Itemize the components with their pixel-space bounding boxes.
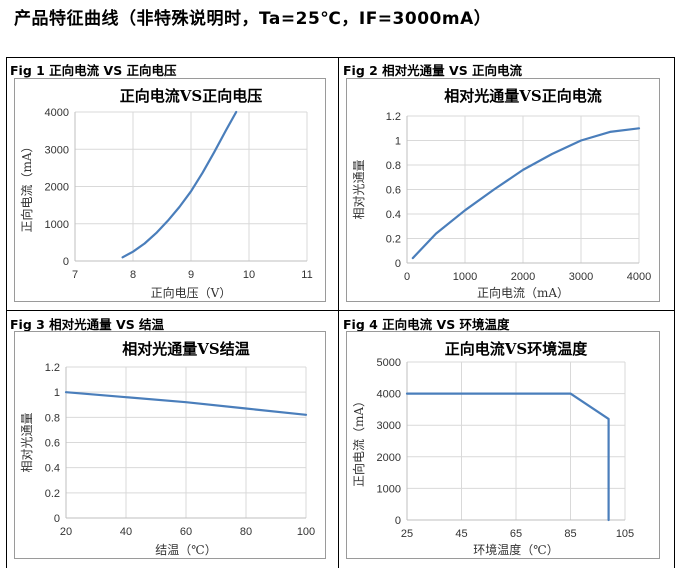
y-tick-label: 2000 — [45, 182, 69, 194]
fig4-label: Fig 4 正向电流 VS 环境温度 — [343, 317, 510, 332]
x-axis-label: 结温（℃） — [155, 543, 216, 557]
x-axis-label: 正向电流（mA） — [477, 285, 569, 300]
x-tick-label: 10 — [243, 269, 255, 281]
x-tick-label: 65 — [510, 528, 522, 540]
figure-table — [6, 57, 675, 568]
y-tick-label: 0.2 — [45, 488, 60, 500]
y-tick-label: 0.2 — [386, 234, 401, 246]
chart-title: 正向电流VS环境温度 — [445, 340, 588, 358]
x-tick-label: 11 — [301, 269, 312, 281]
y-tick-label: 0.8 — [45, 412, 60, 424]
fig3-label: Fig 3 相对光通量 VS 结温 — [10, 317, 165, 332]
chart-fig3: 相对光通量VS结温 0 0.2 0.4 0.6 0.8 1 1.2 20 40 60 80 100 结温（… — [14, 331, 326, 559]
y-tick-label: 0.6 — [45, 438, 60, 450]
x-tick-label: 40 — [120, 526, 132, 538]
table-left-border — [6, 57, 7, 568]
y-tick-label: 1 — [395, 136, 401, 148]
table-center-border — [338, 57, 339, 568]
x-tick-label: 9 — [188, 269, 194, 281]
chart-fig3-svg: 相对光通量VS结温 0 0.2 0.4 0.6 0.8 1 1.2 20 40 60 80 100 结温（… — [20, 340, 315, 557]
y-tick-label: 1.2 — [45, 362, 60, 374]
x-axis-label: 正向电压（V） — [151, 285, 232, 300]
x-tick-label: 4000 — [627, 271, 651, 283]
chart-fig4: 正向电流VS环境温度 0 1000 2000 3000 4000 5000 25 45 65 85 1… — [346, 331, 660, 559]
chart-title: 相对光通量VS结温 — [122, 340, 249, 358]
y-tick-label: 1 — [54, 387, 60, 399]
x-axis-label: 环境温度（℃） — [473, 542, 558, 557]
x-tick-label: 45 — [455, 528, 467, 540]
y-tick-label: 3000 — [377, 420, 401, 432]
table-top-border — [6, 57, 675, 58]
x-tick-label: 7 — [72, 269, 78, 281]
y-tick-label: 3000 — [45, 144, 69, 156]
chart-fig2-svg: 相对光通量VS正向电流 0 0.2 0.4 0.6 0.8 1 1.2 0 1000 2000 300… — [352, 87, 651, 300]
chart-fig1: 正向电流VS正向电压 0 1000 2000 3000 4000 7 8 9 10 11 正向电压（V… — [14, 78, 326, 302]
y-tick-label: 0.8 — [386, 160, 401, 172]
x-tick-label: 25 — [401, 528, 413, 540]
chart-fig4-svg: 正向电流VS环境温度 0 1000 2000 3000 4000 5000 25 45 65 85 1… — [351, 340, 634, 557]
y-tick-label: 0.4 — [386, 209, 401, 221]
y-tick-label: 0.4 — [45, 463, 60, 475]
chart-title: 正向电流VS正向电压 — [120, 87, 262, 105]
x-tick-label: 100 — [297, 526, 315, 538]
y-axis-label: 正向电流（mA） — [351, 395, 366, 487]
x-tick-label: 0 — [404, 271, 410, 283]
y-tick-label: 0 — [54, 513, 60, 525]
x-tick-label: 2000 — [511, 271, 535, 283]
x-tick-label: 105 — [616, 528, 634, 540]
y-tick-label: 0 — [63, 256, 69, 268]
fig1-label: Fig 1 正向电流 VS 正向电压 — [10, 63, 177, 78]
table-mid-border — [6, 310, 675, 311]
x-tick-label: 60 — [180, 526, 192, 538]
y-tick-label: 1000 — [377, 483, 401, 495]
y-axis-label: 相对光通量 — [20, 412, 34, 472]
y-tick-label: 2000 — [377, 452, 401, 464]
y-tick-label: 1.2 — [386, 111, 401, 123]
chart-fig1-svg: 正向电流VS正向电压 0 1000 2000 3000 4000 7 8 9 10 11 正向电压（V… — [19, 87, 313, 300]
y-axis-label: 正向电流（mA） — [19, 140, 34, 232]
y-tick-label: 0.6 — [386, 185, 401, 197]
series-line-0 — [405, 392, 610, 522]
y-axis-label: 相对光通量 — [352, 159, 366, 219]
x-tick-label: 85 — [564, 528, 576, 540]
x-tick-label: 1000 — [453, 271, 477, 283]
fig2-label: Fig 2 相对光通量 VS 正向电流 — [343, 63, 523, 78]
series-line-0 — [121, 110, 238, 259]
chart-fig2: 相对光通量VS正向电流 0 0.2 0.4 0.6 0.8 1 1.2 0 1000 2000 300… — [346, 78, 660, 302]
y-tick-label: 5000 — [377, 357, 401, 369]
y-tick-label: 0 — [395, 515, 401, 527]
y-tick-label: 1000 — [45, 219, 69, 231]
x-tick-label: 80 — [240, 526, 252, 538]
y-tick-label: 4000 — [377, 389, 401, 401]
x-tick-label: 8 — [130, 269, 136, 281]
x-tick-label: 3000 — [569, 271, 593, 283]
y-tick-label: 0 — [395, 258, 401, 270]
table-right-border — [674, 57, 675, 568]
page-title: 产品特征曲线（非特殊说明时，Ta=25℃，IF=3000mA） — [14, 9, 492, 29]
y-tick-label: 4000 — [45, 107, 69, 119]
chart-title: 相对光通量VS正向电流 — [444, 87, 601, 105]
x-tick-label: 20 — [60, 526, 72, 538]
